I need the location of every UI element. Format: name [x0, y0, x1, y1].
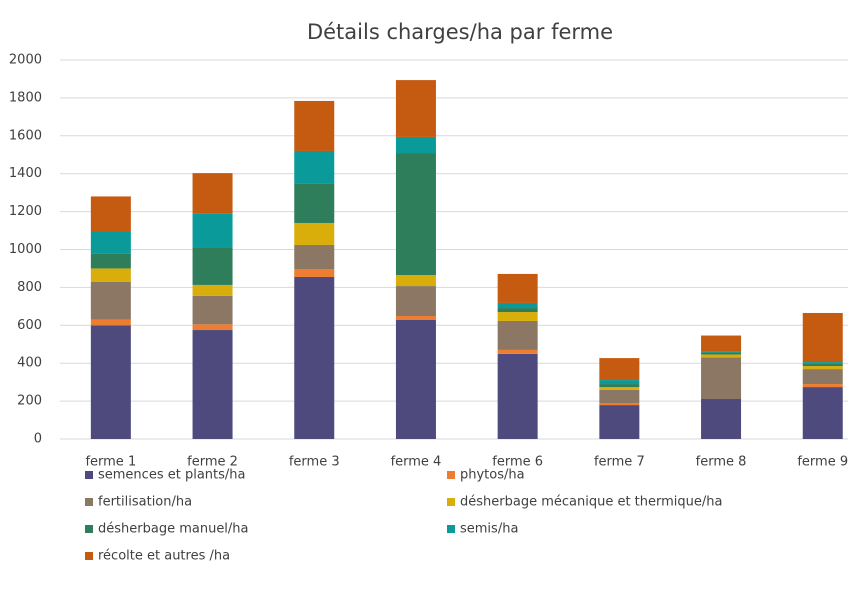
bar-segment [599, 405, 640, 439]
x-tick-label: ferme 3 [289, 455, 340, 470]
bar-segment [802, 363, 843, 367]
bar-segment [90, 253, 131, 269]
bar-segment [497, 353, 538, 439]
legend-swatch [85, 498, 93, 506]
bar-segment [395, 136, 436, 154]
bar-segment [192, 173, 233, 214]
legend-label: fertilisation/ha [98, 495, 192, 510]
x-tick-label: ferme 7 [594, 455, 645, 470]
bar-segment [395, 275, 436, 287]
chart-title: Détails charges/ha par ferme [307, 20, 613, 44]
y-tick-label: 1200 [9, 204, 42, 219]
y-tick-label: 600 [17, 318, 42, 333]
legend-label: désherbage mécanique et thermique/ha [460, 495, 722, 510]
x-tick-label: ferme 2 [187, 455, 238, 470]
bar-segment [497, 302, 538, 309]
legend-swatch [85, 471, 93, 479]
bar-segment [294, 276, 335, 439]
legend-swatch [447, 498, 455, 506]
bar-segment [294, 183, 335, 223]
legend-label: semences et plants/ha [98, 468, 245, 483]
bar-segment [802, 366, 843, 370]
bar-segment [701, 335, 742, 352]
bar-segment [192, 324, 233, 331]
legend-swatch [85, 552, 93, 560]
bar-segment [599, 358, 640, 381]
bar-segment [192, 330, 233, 439]
bar-segment [192, 284, 233, 296]
bar-segment [701, 399, 742, 439]
bar-segment [701, 352, 742, 355]
x-tick-label: ferme 1 [85, 455, 136, 470]
bar-segment [599, 387, 640, 390]
bar-segment [192, 295, 233, 325]
bar-segment [294, 222, 335, 245]
bar-segment [701, 351, 742, 353]
bar-segment [599, 380, 640, 385]
bar-segment [395, 316, 436, 320]
bar-segment [497, 349, 538, 354]
x-tick-label: ferme 8 [696, 455, 747, 470]
legend-swatch [447, 471, 455, 479]
y-tick-label: 1400 [9, 166, 42, 181]
bar-segment [802, 312, 843, 363]
bar-segment [802, 362, 843, 364]
bar-segment [395, 286, 436, 317]
x-tick-label: ferme 9 [797, 455, 848, 470]
bar-segment [802, 369, 843, 385]
y-tick-label: 800 [17, 280, 42, 295]
legend-swatch [447, 525, 455, 533]
bar-segment [701, 354, 742, 358]
y-tick-label: 200 [17, 394, 42, 409]
bar-segment [90, 231, 131, 254]
bar-segment [395, 153, 436, 276]
x-tick-label: ferme 4 [391, 455, 442, 470]
bar-segment [294, 244, 335, 270]
legend-label: phytos/ha [460, 468, 525, 483]
y-tick-label: 0 [34, 432, 42, 447]
bar-segment [90, 319, 131, 326]
bar-segment [599, 389, 640, 403]
bar-segment [599, 402, 640, 406]
y-tick-label: 1800 [9, 90, 42, 105]
y-tick-label: 1000 [9, 242, 42, 257]
bar-segment [497, 273, 538, 303]
legend-label: semis/ha [460, 522, 518, 537]
bar-segment [395, 319, 436, 439]
legend-label: désherbage manuel/ha [98, 522, 249, 537]
legend-label: récolte et autres /ha [98, 549, 230, 564]
y-tick-label: 400 [17, 356, 42, 371]
bar-segment [90, 281, 131, 320]
bar-segment [192, 213, 233, 248]
bar-segment [802, 384, 843, 388]
bar-segment [294, 269, 335, 277]
bar-segment [599, 384, 640, 388]
bar-segment [294, 150, 335, 184]
bar-segment [701, 357, 742, 400]
y-tick-label: 1600 [9, 128, 42, 143]
bar-segment [90, 196, 131, 232]
bar-segment [497, 308, 538, 313]
bar-segment [90, 268, 131, 282]
legend-swatch [85, 525, 93, 533]
bar-segment [497, 312, 538, 321]
bar-segment [802, 387, 843, 439]
y-tick-label: 2000 [9, 53, 42, 68]
x-tick-label: ferme 6 [492, 455, 543, 470]
bar-segment [192, 247, 233, 285]
bar-segment [294, 100, 335, 151]
bar-segment [90, 325, 131, 439]
bar-segment [395, 80, 436, 137]
bar-segment [497, 320, 538, 350]
